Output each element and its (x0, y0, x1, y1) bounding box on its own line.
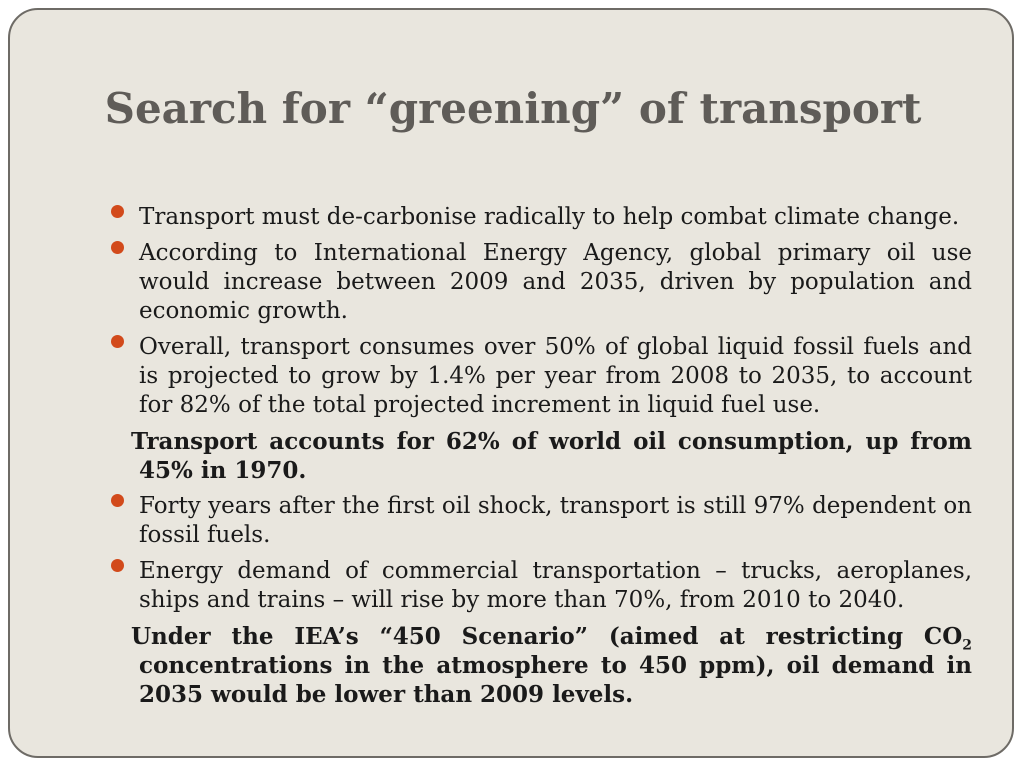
bullet-dot-icon (111, 559, 124, 572)
bullet-dot-icon (111, 335, 124, 348)
bullet-dot-icon (111, 205, 124, 218)
highlight-note: Transport accounts for 62% of world oil … (130, 427, 972, 485)
bullet-dot-icon (111, 241, 124, 254)
bullet-text: According to International Energy Agency… (139, 240, 972, 324)
bullet-text: Energy demand of commercial transportati… (139, 558, 972, 613)
bullet-item: Energy demand of commercial transportati… (111, 557, 972, 615)
note-text-before: Under the IEA’s “450 Scenario” (aimed at… (131, 623, 963, 650)
bullet-item: Transport must de-carbonise radically to… (111, 203, 972, 232)
slide: Search for “greening” of transport Trans… (8, 8, 1014, 758)
bullet-item: According to International Energy Agency… (111, 239, 972, 326)
bullet-text: Transport must de-carbonise radically to… (139, 204, 960, 230)
bullet-dot-icon (111, 494, 124, 507)
bullet-text: Forty years after the first oil shock, t… (139, 493, 972, 548)
bullet-item: Forty years after the first oil shock, t… (111, 492, 972, 550)
note-text-after: concentrations in the atmosphere to 450 … (139, 652, 972, 708)
slide-title: Search for “greening” of transport (104, 84, 922, 133)
co2-subscript: 2 (962, 637, 972, 654)
bullet-text: Overall, transport consumes over 50% of … (139, 334, 972, 418)
highlight-note: Under the IEA’s “450 Scenario” (aimed at… (130, 622, 972, 709)
slide-content: Transport must de-carbonise radically to… (111, 203, 972, 709)
bullet-item: Overall, transport consumes over 50% of … (111, 333, 972, 420)
note-text: Transport accounts for 62% of world oil … (131, 428, 972, 484)
